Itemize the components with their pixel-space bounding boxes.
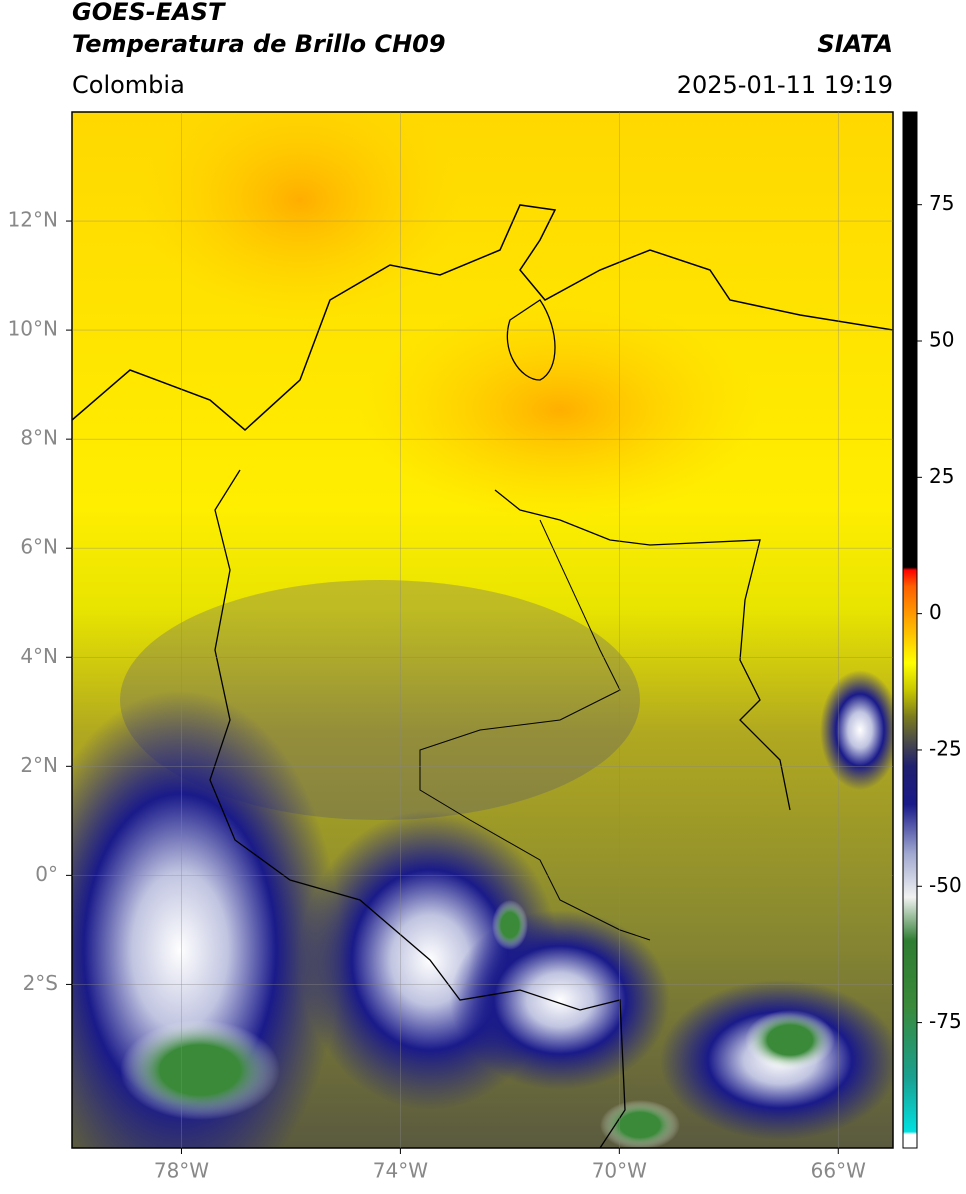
x-tick-label: 66°W: [811, 1159, 866, 1183]
x-tick-label: 70°W: [592, 1159, 647, 1183]
product-title: Temperatura de Brillo CH09: [72, 30, 446, 58]
x-tick-label: 74°W: [373, 1159, 428, 1183]
colorbar: [902, 111, 918, 1149]
satellite-title: GOES-EAST: [72, 0, 226, 26]
colorbar-tick-label: -25: [929, 736, 962, 760]
satellite-image: [72, 112, 893, 1148]
y-tick-label: 8°N: [20, 426, 58, 450]
y-tick-label: 10°N: [8, 317, 58, 341]
region: Colombia: [72, 71, 185, 99]
datetime: 2025-01-11 19:19: [677, 71, 893, 99]
y-tick-label: 2°S: [23, 971, 58, 995]
y-tick-label: 2°N: [20, 753, 58, 777]
map-frame: [71, 111, 894, 1149]
colorbar-tick-label: -50: [929, 873, 962, 897]
colorbar-tick-label: 50: [929, 328, 954, 352]
colorbar-tick-label: 75: [929, 191, 954, 215]
colorbar-tick-label: -75: [929, 1009, 962, 1033]
y-tick-label: 12°N: [8, 208, 58, 232]
colorbar-tick-label: 25: [929, 464, 954, 488]
y-tick-label: 6°N: [20, 535, 58, 559]
y-tick-label: 4°N: [20, 644, 58, 668]
y-tick-label: 0°: [35, 862, 58, 886]
source: SIATA: [817, 30, 893, 58]
x-tick-label: 78°W: [154, 1159, 209, 1183]
colorbar-tick-label: 0: [929, 600, 942, 624]
